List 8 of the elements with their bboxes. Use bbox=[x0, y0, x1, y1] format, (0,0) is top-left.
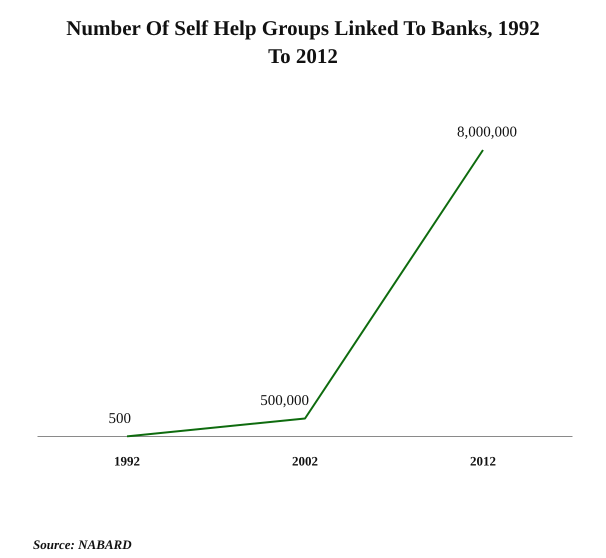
data-label: 8,000,000 bbox=[457, 124, 517, 140]
data-label: 500 bbox=[108, 410, 131, 427]
x-tick-label: 2002 bbox=[292, 454, 318, 469]
x-tick-label: 1992 bbox=[114, 454, 140, 469]
source-note: Source: NABARD bbox=[33, 537, 132, 553]
data-label: 500,000 bbox=[260, 392, 309, 409]
chart-title: Number Of Self Help Groups Linked To Banks, 1992 To 2012 bbox=[65, 15, 541, 70]
x-tick-label: 2012 bbox=[470, 454, 496, 469]
